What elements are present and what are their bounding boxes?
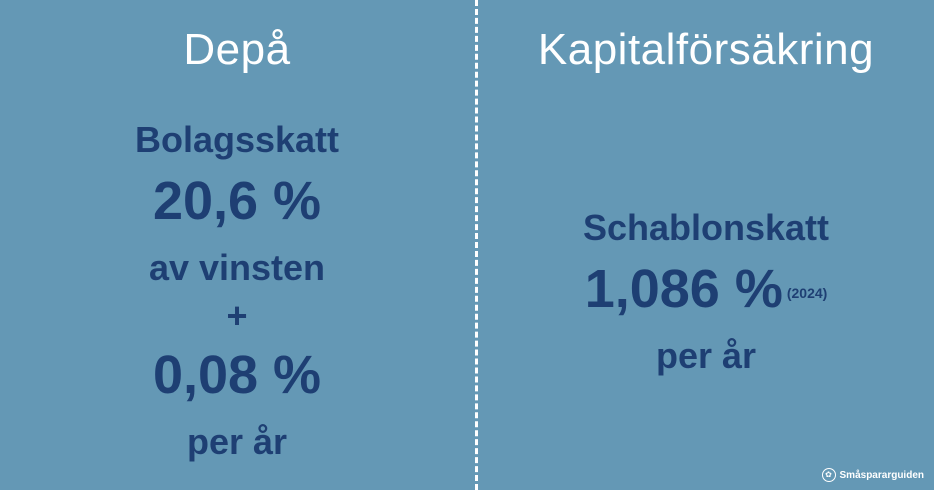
depa-heading: Depå	[183, 25, 291, 74]
schablonskatt-label: Schablonskatt	[582, 207, 830, 248]
av-vinsten-label: av vinsten	[148, 247, 326, 288]
depa-column: Depå Bolagsskatt 20,6 % av vinsten + 0,0…	[134, 25, 340, 462]
kapitalforsakring-heading: Kapitalförsäkring	[537, 25, 875, 74]
per-ar-label-left: per år	[186, 421, 288, 462]
schablonskatt-rate: 1,086 %	[584, 259, 783, 319]
per-ar-label-right: per år	[655, 335, 757, 376]
brand-name: Småspararguiden	[839, 469, 924, 481]
schablonskatt-rate-line: 1,086 % (2024)	[478, 258, 934, 324]
bolagsskatt-label: Bolagsskatt	[134, 119, 340, 160]
plus-sign: +	[226, 295, 248, 336]
leaf-icon: ✿	[821, 468, 836, 482]
kapitalforsakring-column: Kapitalförsäkring Schablonskatt 1,086 %(…	[478, 0, 934, 490]
brand-logo: ✿ Småspararguiden	[821, 468, 924, 482]
annual-rate: 0,08 %	[152, 345, 322, 405]
rate-year: (2024)	[786, 284, 828, 301]
bolagsskatt-rate: 20,6 %	[152, 171, 322, 231]
dashed-divider	[475, 0, 478, 490]
